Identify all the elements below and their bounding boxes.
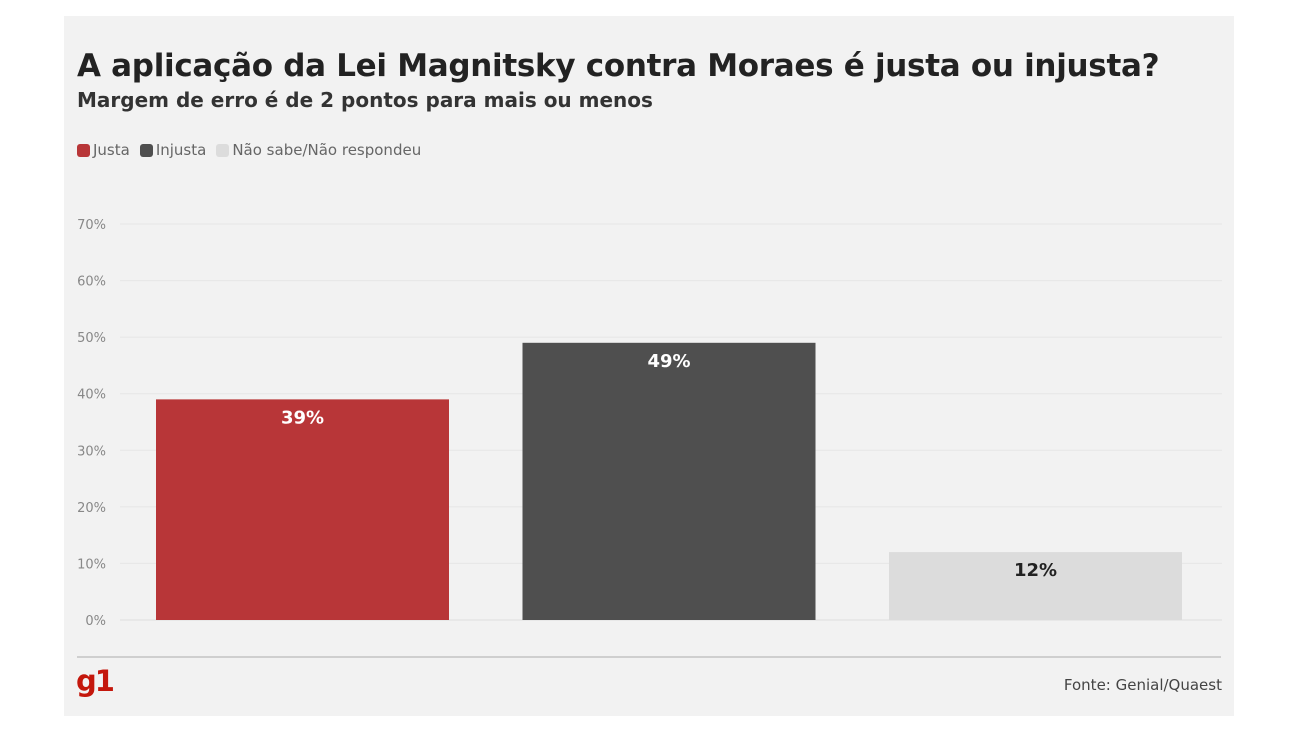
y-tick-label: 50% [77,331,106,346]
y-axis-ticks: 0% 10% 20% 30% 40% 50% 60% 70% [77,218,106,629]
data-labels: 39% 49% 12% [281,351,1057,581]
chart-title: A aplicação da Lei Magnitsky contra Mora… [77,48,1160,84]
y-tick-label: 20% [77,501,106,516]
data-label-3: 12% [1014,560,1057,581]
legend: Justa Injusta Não sabe/Não respondeu [77,140,431,160]
legend-swatch-justa [77,143,90,157]
legend-label-justa: Justa [93,141,130,159]
data-label-2: 49% [647,351,690,372]
bars [156,342,1182,620]
g1-logo: g1 [76,664,115,698]
legend-item-nao-sabe: Não sabe/Não respondeu [216,141,421,159]
bar-1 [156,399,449,620]
y-tick-label: 0% [85,614,106,629]
y-tick-label: 10% [77,557,106,572]
legend-swatch-injusta [139,143,153,157]
bar-2 [522,342,816,620]
chart-subtitle: Margem de erro é de 2 pontos para mais o… [77,88,653,112]
legend-item-justa: Justa [77,141,130,159]
footer-divider [77,656,1221,658]
chart-card: A aplicação da Lei Magnitsky contra Mora… [64,16,1234,716]
source-note: Fonte: Genial/Quaest [1063,676,1222,694]
legend-label-injusta: Injusta [155,141,207,159]
y-tick-label: 60% [77,275,106,290]
bar-3 [889,552,1182,620]
y-tick-label: 30% [77,444,106,459]
legend-label-nao-sabe: Não sabe/Não respondeu [232,141,422,159]
legend-item-injusta: Injusta [139,141,207,159]
data-label-1: 39% [281,407,324,428]
y-tick-label: 40% [77,388,106,403]
y-tick-label: 70% [77,218,106,233]
bar-chart: 0% 10% 20% 30% 40% 50% 60% 70% 39% 49% 12% [77,218,1222,629]
legend-swatch-nao-sabe [216,143,230,157]
